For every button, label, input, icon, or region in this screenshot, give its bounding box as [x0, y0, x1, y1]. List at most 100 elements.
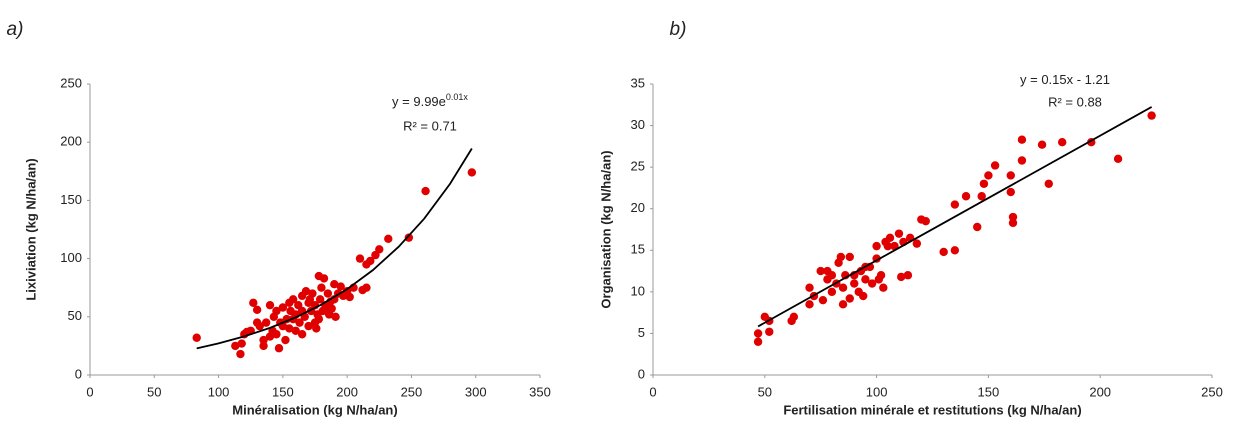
point — [331, 312, 340, 321]
x-tick-label: 50 — [758, 384, 772, 399]
point — [921, 216, 930, 226]
point — [291, 326, 300, 335]
point — [973, 222, 982, 232]
point — [836, 252, 846, 262]
point — [285, 298, 294, 308]
y-axis-title: Lixiviation (kg N/ha/an) — [23, 158, 38, 300]
point — [249, 298, 258, 308]
point — [1008, 212, 1018, 222]
x-tick-label: 350 — [529, 384, 551, 399]
y-tick-label: 5 — [638, 325, 645, 340]
point — [858, 291, 868, 301]
y-tick-label: 35 — [631, 75, 645, 90]
point — [272, 330, 281, 339]
x-axis-title: Fertilisation minérale et restitutions (… — [783, 402, 1081, 417]
y-tick-label: 250 — [60, 75, 82, 90]
point — [876, 271, 886, 280]
point — [281, 335, 290, 345]
x-tick-label: 250 — [1201, 384, 1223, 399]
x-tick-label: 200 — [1089, 384, 1111, 399]
point — [319, 274, 329, 283]
x-tick-label: 100 — [208, 384, 230, 399]
x-axis-title: Minéralisation (kg N/ha/an) — [232, 402, 397, 417]
y-axis-title: Organisation (kg N/ha/an) — [598, 150, 613, 308]
point — [323, 289, 333, 298]
point — [252, 305, 262, 315]
equation: y = 0.15x - 1.21 — [1020, 72, 1110, 87]
point — [1057, 138, 1067, 147]
point — [838, 283, 848, 292]
point — [950, 246, 960, 255]
x-tick-label: 0 — [649, 384, 656, 399]
point — [231, 341, 240, 351]
panel-label: a) — [7, 19, 24, 40]
point — [1147, 111, 1156, 120]
y-tick-label: 150 — [60, 192, 82, 207]
x-tick-label: 250 — [401, 384, 423, 399]
point — [894, 229, 904, 238]
point — [979, 179, 989, 188]
x-tick-label: 50 — [147, 384, 161, 399]
point — [1017, 135, 1027, 144]
x-tick-label: 200 — [336, 384, 358, 399]
point — [861, 275, 870, 284]
trendline — [196, 148, 473, 350]
point — [850, 279, 859, 288]
point — [295, 318, 304, 327]
point — [903, 271, 913, 280]
point — [317, 283, 326, 292]
point — [312, 324, 321, 333]
point — [827, 287, 837, 297]
point — [818, 295, 828, 305]
y-tick-label: 0 — [638, 366, 645, 381]
y-tick-label: 200 — [60, 134, 82, 149]
point — [984, 171, 993, 180]
point — [274, 344, 284, 353]
point — [845, 294, 854, 303]
point — [467, 168, 477, 177]
y-tick-label: 0 — [75, 366, 82, 381]
x-tick-label: 150 — [978, 384, 1000, 399]
point — [237, 339, 246, 348]
point — [1037, 140, 1047, 149]
point — [285, 324, 294, 333]
x-tick-label: 100 — [866, 384, 888, 399]
x-tick-label: 0 — [86, 384, 93, 399]
point — [1044, 179, 1053, 188]
point — [384, 234, 393, 244]
y-tick-label: 50 — [68, 308, 82, 323]
point — [192, 333, 201, 342]
point — [912, 239, 922, 248]
y-tick-label: 25 — [631, 159, 645, 174]
point — [990, 161, 1000, 170]
point — [278, 303, 288, 312]
point — [896, 272, 906, 282]
x-tick-label: 150 — [272, 384, 294, 399]
point — [805, 300, 814, 309]
point — [805, 283, 814, 292]
point — [1006, 171, 1015, 180]
y-tick-label: 30 — [631, 117, 645, 132]
point — [259, 335, 268, 345]
point — [265, 300, 275, 310]
point — [404, 233, 414, 242]
point — [355, 254, 365, 263]
point — [308, 289, 317, 298]
point — [977, 192, 986, 201]
point — [872, 241, 881, 251]
point — [1113, 154, 1123, 164]
point — [816, 266, 825, 276]
point — [939, 247, 948, 257]
equation-exponent: 0.01x — [446, 92, 469, 102]
point — [789, 312, 799, 321]
point — [297, 330, 307, 339]
equation-base: y = 0.15x - 1.21 — [1020, 72, 1110, 87]
point — [259, 341, 268, 351]
point — [421, 186, 430, 196]
r-squared: R² = 0.71 — [403, 118, 457, 133]
point — [961, 192, 971, 201]
point — [236, 349, 245, 359]
point — [753, 337, 763, 346]
equation-base: y = 9.99e — [392, 94, 446, 109]
